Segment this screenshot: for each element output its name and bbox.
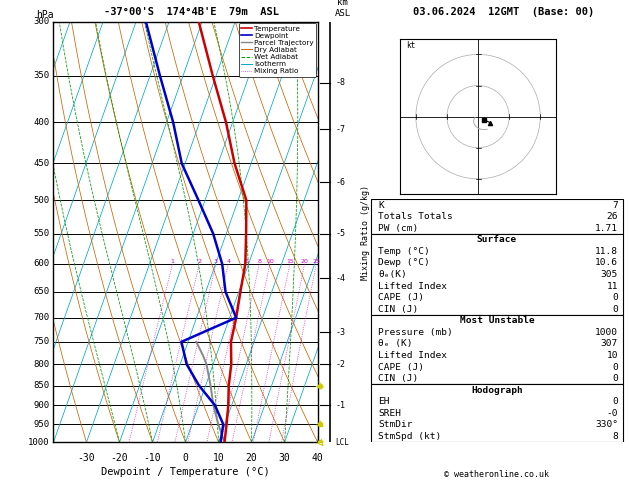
- Text: -37°00'S  174°4B'E  79m  ASL: -37°00'S 174°4B'E 79m ASL: [104, 7, 279, 17]
- Text: © weatheronline.co.uk: © weatheronline.co.uk: [445, 469, 549, 479]
- Text: 1000: 1000: [28, 438, 50, 447]
- Text: Totals Totals: Totals Totals: [378, 212, 453, 221]
- Text: 307: 307: [601, 339, 618, 348]
- Text: 550: 550: [33, 229, 50, 238]
- Text: -1: -1: [335, 401, 345, 410]
- Text: 0: 0: [182, 453, 189, 463]
- Text: 0: 0: [613, 305, 618, 313]
- Text: 25: 25: [313, 259, 320, 264]
- Text: 6: 6: [244, 259, 248, 264]
- Text: 400: 400: [33, 118, 50, 127]
- Text: 330°: 330°: [595, 420, 618, 430]
- Text: 700: 700: [33, 313, 50, 322]
- Text: θₑ(K): θₑ(K): [378, 270, 407, 279]
- Text: 0: 0: [613, 293, 618, 302]
- Bar: [370, 384, 623, 442]
- Text: EH: EH: [378, 397, 390, 406]
- Text: 1: 1: [170, 259, 174, 264]
- Text: 650: 650: [33, 287, 50, 296]
- Text: 950: 950: [33, 420, 50, 429]
- Text: 10.6: 10.6: [595, 259, 618, 267]
- Text: 0: 0: [613, 363, 618, 371]
- Text: 20: 20: [246, 453, 257, 463]
- Text: 8: 8: [613, 432, 618, 441]
- Bar: [370, 199, 623, 234]
- Text: StmDir: StmDir: [378, 420, 413, 430]
- Text: 600: 600: [33, 260, 50, 268]
- Text: 03.06.2024  12GMT  (Base: 00): 03.06.2024 12GMT (Base: 00): [413, 7, 594, 17]
- Text: 15: 15: [286, 259, 294, 264]
- Text: -8: -8: [335, 78, 345, 87]
- Text: 4: 4: [226, 259, 230, 264]
- Text: 1000: 1000: [595, 328, 618, 337]
- Text: 7: 7: [613, 201, 618, 209]
- Text: -0: -0: [606, 409, 618, 418]
- Text: PW (cm): PW (cm): [378, 224, 418, 233]
- Text: 1.71: 1.71: [595, 224, 618, 233]
- Text: 0: 0: [613, 397, 618, 406]
- Text: -5: -5: [335, 229, 345, 238]
- Bar: [370, 234, 623, 315]
- Text: 800: 800: [33, 360, 50, 369]
- Text: 10: 10: [606, 351, 618, 360]
- Text: -7: -7: [335, 125, 345, 134]
- Text: Temp (°C): Temp (°C): [378, 247, 430, 256]
- Text: LCL: LCL: [335, 438, 349, 447]
- Text: 8: 8: [257, 259, 261, 264]
- Text: Mixing Ratio (g/kg): Mixing Ratio (g/kg): [361, 185, 370, 279]
- Text: Dewp (°C): Dewp (°C): [378, 259, 430, 267]
- Text: 2: 2: [198, 259, 201, 264]
- Text: hPa: hPa: [36, 10, 54, 20]
- Text: 305: 305: [601, 270, 618, 279]
- Text: CIN (J): CIN (J): [378, 305, 418, 313]
- Text: Dewpoint / Temperature (°C): Dewpoint / Temperature (°C): [101, 468, 270, 477]
- Text: CAPE (J): CAPE (J): [378, 363, 425, 371]
- Text: Pressure (mb): Pressure (mb): [378, 328, 453, 337]
- Text: CAPE (J): CAPE (J): [378, 293, 425, 302]
- Text: 750: 750: [33, 337, 50, 347]
- Text: 11.8: 11.8: [595, 247, 618, 256]
- Text: -30: -30: [77, 453, 96, 463]
- Bar: [370, 315, 623, 384]
- Text: Hodograph: Hodograph: [471, 386, 523, 395]
- Text: Lifted Index: Lifted Index: [378, 281, 447, 291]
- Text: -3: -3: [335, 328, 345, 337]
- Text: StmSpd (kt): StmSpd (kt): [378, 432, 442, 441]
- Text: 10: 10: [213, 453, 225, 463]
- Text: 40: 40: [312, 453, 323, 463]
- Text: 450: 450: [33, 159, 50, 168]
- Text: Lifted Index: Lifted Index: [378, 351, 447, 360]
- Text: km
ASL: km ASL: [335, 0, 351, 17]
- Legend: Temperature, Dewpoint, Parcel Trajectory, Dry Adiabat, Wet Adiabat, Isotherm, Mi: Temperature, Dewpoint, Parcel Trajectory…: [238, 23, 316, 76]
- Text: -4: -4: [335, 274, 345, 283]
- Text: 350: 350: [33, 71, 50, 80]
- Text: 11: 11: [606, 281, 618, 291]
- Text: CIN (J): CIN (J): [378, 374, 418, 383]
- Text: -10: -10: [143, 453, 162, 463]
- Text: 30: 30: [279, 453, 291, 463]
- Text: 20: 20: [301, 259, 308, 264]
- Text: 900: 900: [33, 401, 50, 410]
- Text: Most Unstable: Most Unstable: [460, 316, 534, 325]
- Text: K: K: [378, 201, 384, 209]
- Text: 300: 300: [33, 17, 50, 26]
- Text: Surface: Surface: [477, 235, 517, 244]
- Text: θₑ (K): θₑ (K): [378, 339, 413, 348]
- Text: -20: -20: [111, 453, 128, 463]
- Text: SREH: SREH: [378, 409, 401, 418]
- Text: -2: -2: [335, 360, 345, 369]
- Text: 26: 26: [606, 212, 618, 221]
- Text: 850: 850: [33, 381, 50, 390]
- Text: 500: 500: [33, 196, 50, 205]
- Text: 3: 3: [214, 259, 218, 264]
- Text: 10: 10: [266, 259, 274, 264]
- Text: -6: -6: [335, 178, 345, 187]
- Text: kt: kt: [406, 41, 416, 50]
- Text: 0: 0: [613, 374, 618, 383]
